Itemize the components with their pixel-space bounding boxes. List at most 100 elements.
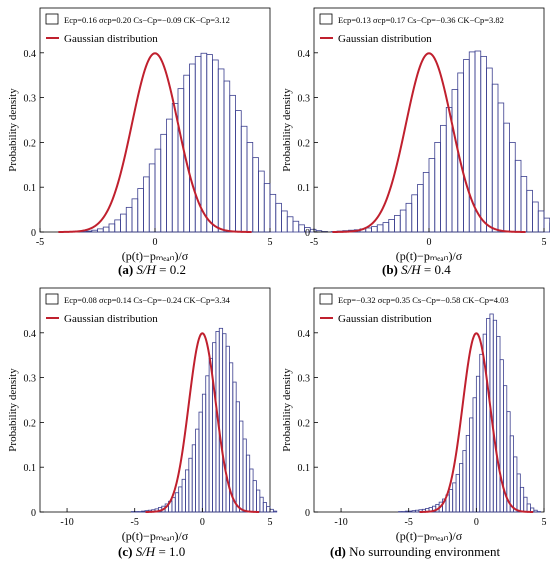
histogram-bar [440, 124, 447, 233]
histogram-bar [292, 220, 300, 233]
histogram-bar [245, 454, 251, 513]
histogram-bar [102, 226, 110, 233]
y-tick-label: 0.3 [298, 374, 311, 385]
histogram-bar [137, 188, 144, 233]
histogram-bar [259, 496, 264, 513]
histogram-bar [188, 457, 193, 513]
legend-stats: Ecp=−0.32 σcp=0.35 Cs−Cp=−0.58 CK−Cp=4.0… [338, 295, 509, 305]
histogram-bar [262, 502, 268, 513]
panel-b: 00.10.20.30.4-5 0 5(p(t)−pₘₑₐₙ)/σProbabili… [281, 7, 550, 263]
y-axis-label: Probability density [281, 88, 293, 172]
histogram-bar [411, 510, 416, 513]
x-tick-label: -5 [131, 517, 139, 528]
histogram-bar [509, 435, 514, 513]
histogram-bar [269, 508, 274, 513]
histogram-bar [240, 125, 248, 233]
histogram-bar [91, 229, 98, 233]
y-tick-label: 0.3 [298, 94, 311, 105]
histogram-bar [465, 434, 470, 513]
histogram-bar [472, 397, 477, 513]
histogram-bar [516, 473, 521, 513]
histogram-bar [526, 189, 533, 233]
histogram-bar [235, 401, 240, 513]
histogram-bar [212, 59, 219, 233]
histogram-bar [492, 319, 498, 513]
panel-c: 0 0.1 0.2 0.3 0.4 -10 -5 0 5 (p(t)−pₘₑₐₙ)/σ Probab… [7, 287, 278, 543]
gaussian-curve [419, 332, 534, 513]
x-tick-label: -10 [334, 517, 347, 528]
histogram-bar [371, 226, 378, 233]
histogram-bar [174, 492, 180, 513]
gaussian-curve [332, 52, 526, 233]
histogram-bar [272, 510, 278, 513]
histogram-bar [486, 318, 491, 513]
histogram-bar [217, 68, 225, 233]
histogram-bar [452, 482, 457, 513]
x-tick-label: -5 [405, 517, 413, 528]
y-tick-label: 0.1 [24, 463, 37, 474]
histogram-bar [263, 183, 271, 233]
x-tick-label: 0 [427, 237, 432, 248]
histogram-bar [532, 201, 539, 233]
histogram-bar [475, 375, 481, 513]
histogram-bar [200, 52, 208, 233]
histogram-bar [533, 509, 538, 513]
x-tick-label: 5 [268, 517, 273, 528]
histogram-bar [249, 468, 254, 513]
histogram-bar [154, 148, 162, 233]
histogram-bar [455, 473, 460, 513]
histogram-bar [85, 230, 93, 233]
y-tick-label: 0.2 [24, 138, 37, 149]
legend-gaussian: Gaussian distribution [64, 33, 158, 45]
y-tick-label: 0.2 [298, 418, 311, 429]
legend-box-swatch [45, 13, 59, 25]
histogram-bar [479, 353, 484, 513]
histogram-bar [97, 228, 104, 233]
histogram-bar [160, 133, 167, 233]
y-tick-label: 0 [31, 228, 36, 239]
histogram-bar [405, 202, 413, 233]
histogram-bar [388, 219, 395, 233]
histogram-bar [514, 159, 522, 233]
histogram-bar [141, 510, 146, 513]
histogram-bar [496, 335, 501, 513]
histogram-bar [543, 217, 550, 233]
histogram-bar [459, 463, 464, 513]
histogram-bar [523, 496, 528, 513]
histogram-bar [212, 342, 217, 513]
y-tick-label: 0.2 [298, 138, 311, 149]
histogram-bar [108, 223, 116, 233]
x-tick-label: -5 [36, 237, 44, 248]
histogram-bar [422, 172, 430, 233]
histogram-bar [256, 489, 261, 513]
legend-gaussian: Gaussian distribution [338, 33, 432, 45]
panel-d: 0 0.1 0.2 0.3 0.4 -10 -5 0 5 (p(t)−pₘₑₐₙ)/σ Probab… [281, 287, 547, 543]
x-axis-label: (p(t)−pₘₑₐₙ)/σ [122, 249, 189, 263]
histogram-bar [404, 510, 410, 513]
y-tick-label: 0.4 [24, 329, 37, 340]
histogram-bar [448, 489, 454, 513]
histogram-bar [178, 486, 183, 513]
histogram-bar [417, 184, 424, 233]
histogram-bar [181, 478, 186, 513]
histogram-bar [266, 506, 271, 513]
y-tick-label: 0.4 [298, 329, 311, 340]
histogram-bar [519, 486, 525, 513]
histogram-bar [408, 510, 413, 513]
histogram-bar [428, 158, 436, 233]
legend-stats: Ecp=0.13 σcp=0.17 Cs−Cp=−0.36 CK−Cp=3.82 [338, 15, 504, 25]
histogram-bar [208, 357, 213, 513]
histogram-bar [281, 210, 288, 233]
gaussian-curve [145, 332, 260, 513]
y-tick-label: 0.2 [24, 418, 37, 429]
histogram-bar [229, 94, 236, 233]
legend-box-swatch [319, 293, 333, 305]
histogram-bar [252, 480, 257, 513]
histogram-bar [218, 327, 224, 513]
x-tick-label: 0 [153, 237, 158, 248]
histogram-bar [222, 333, 227, 513]
histogram-bar [205, 375, 210, 513]
histogram-bar [491, 83, 499, 233]
legend-stats: Ecp=0.16 σcp=0.20 Cs−Cp=−0.09 CK−Cp=3.12 [64, 15, 230, 25]
x-tick-label: -5 [310, 237, 318, 248]
